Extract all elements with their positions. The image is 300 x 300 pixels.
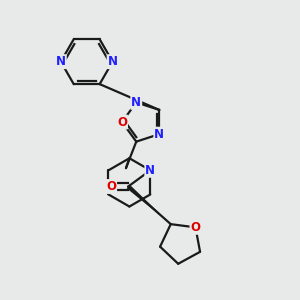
- Text: N: N: [56, 55, 66, 68]
- Polygon shape: [127, 185, 171, 224]
- Text: N: N: [108, 55, 118, 68]
- Text: O: O: [190, 221, 200, 234]
- Text: O: O: [106, 180, 116, 193]
- Text: N: N: [131, 96, 141, 109]
- Text: O: O: [117, 116, 127, 128]
- Text: N: N: [154, 128, 164, 141]
- Text: N: N: [145, 164, 155, 177]
